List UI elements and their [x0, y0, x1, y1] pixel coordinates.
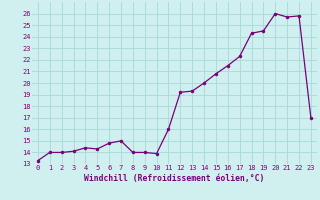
X-axis label: Windchill (Refroidissement éolien,°C): Windchill (Refroidissement éolien,°C) — [84, 174, 265, 183]
